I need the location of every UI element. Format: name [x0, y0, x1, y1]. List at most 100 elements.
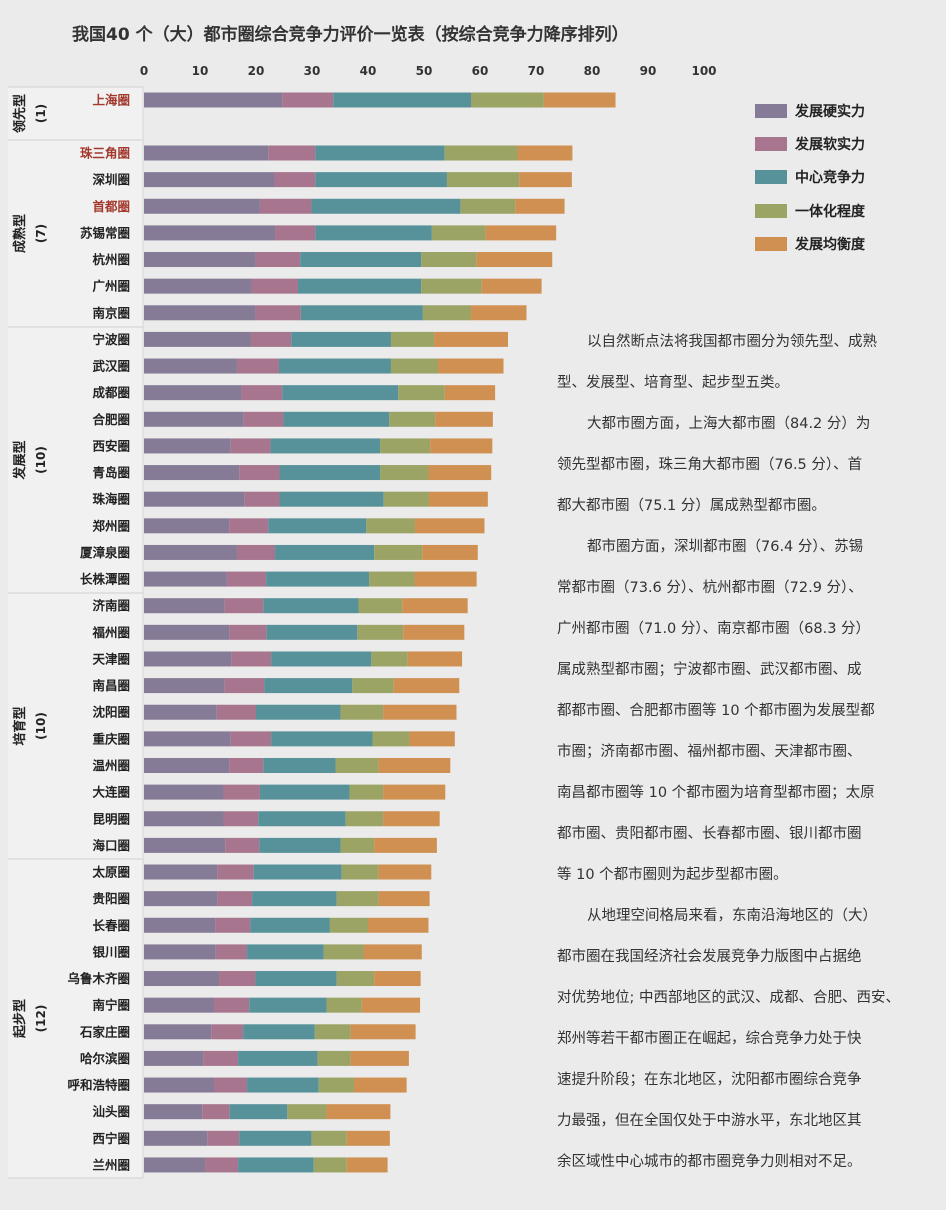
bar-segment-3 — [275, 544, 375, 560]
row-label: 银川圈 — [92, 944, 130, 959]
bar-segment-3 — [270, 438, 381, 454]
bar-segment-2 — [236, 544, 276, 560]
bar-segment-5 — [363, 944, 422, 960]
group-label: 领先型 — [12, 94, 28, 133]
row-label: 上海圈 — [92, 93, 130, 108]
bar-segment-4 — [340, 704, 384, 720]
bar-segment-2 — [214, 1077, 248, 1093]
legend-label: 发展硬实力 — [795, 103, 865, 120]
bar-segment-5 — [350, 1050, 409, 1066]
bar-segment-5 — [435, 411, 493, 427]
bar-segment-2 — [219, 971, 256, 987]
bar-segment-3 — [243, 1024, 315, 1040]
group-label: 发展型 — [12, 440, 28, 480]
bar-segment-2 — [241, 385, 283, 401]
bar-segment-3 — [266, 571, 370, 587]
bar-segment-5 — [481, 278, 542, 294]
bar-segment-4 — [446, 172, 520, 188]
paragraph-line: 都市圈在我国经济社会发展竞争力版图中占据绝 — [557, 949, 862, 965]
bar-segment-4 — [372, 731, 410, 747]
paragraph-line: 市圈；济南都市圈、福州都市圈、天津都市圈、 — [557, 744, 862, 760]
bar-segment-2 — [231, 651, 272, 667]
paragraph-line: 属成熟型都市圈；宁波都市圈、武汉都市圈、成 — [557, 662, 862, 678]
x-tick-label: 100 — [691, 64, 716, 78]
bar-segment-4 — [380, 438, 431, 454]
bar-segment-2 — [223, 811, 259, 827]
bar-segment-4 — [323, 944, 364, 960]
bar-segment-2 — [268, 145, 316, 161]
bar-segment-5 — [444, 385, 496, 401]
bar-segment-4 — [287, 1104, 327, 1120]
legend-swatch — [755, 203, 787, 218]
bar-segment-3 — [253, 864, 342, 880]
bar-segment-5 — [485, 225, 557, 241]
bar-segment-1 — [144, 1104, 203, 1120]
row-label: 宁波圈 — [92, 332, 130, 347]
paragraph-line: 都都市圈、合肥都市圈等 10 个都市圈为发展型都 — [557, 703, 875, 719]
bar-segment-4 — [471, 92, 544, 108]
x-tick-label: 50 — [416, 64, 433, 78]
bar-segment-4 — [358, 598, 403, 614]
bar-segment-2 — [239, 465, 280, 481]
paragraph-line: 常都市圈（73.6 分）、杭州都市圈（72.9 分）、 — [557, 580, 863, 596]
bar-segment-4 — [326, 997, 362, 1013]
row-label: 南宁圈 — [92, 998, 130, 1013]
row-label: 太原圈 — [92, 865, 130, 880]
bar-segment-5 — [409, 731, 455, 747]
bar-segment-4 — [380, 465, 429, 481]
bar-segment-5 — [346, 1130, 390, 1146]
row-label: 广州圈 — [92, 279, 130, 294]
bar-segment-3 — [264, 678, 353, 694]
row-label: 深圳圈 — [92, 172, 130, 187]
row-label: 南昌圈 — [92, 678, 130, 693]
row-label: 青岛圈 — [92, 465, 130, 480]
x-tick-label: 10 — [192, 64, 209, 78]
legend-label: 一体化程度 — [795, 203, 865, 220]
x-tick-label: 70 — [528, 64, 545, 78]
bar-segment-3 — [250, 917, 330, 933]
bar-segment-2 — [223, 784, 260, 800]
legend-swatch — [755, 136, 787, 151]
bar-segment-5 — [407, 651, 463, 667]
bar-segment-2 — [217, 891, 253, 907]
group-count: (7) — [34, 224, 48, 243]
bar-segment-2 — [224, 598, 264, 614]
row-label: 珠海圈 — [92, 492, 130, 507]
bar-segment-2 — [217, 864, 254, 880]
bar-segment-3 — [268, 518, 367, 534]
bar-segment-1 — [144, 917, 216, 933]
bar-segment-3 — [229, 1104, 288, 1120]
row-label: 苏锡常圈 — [80, 225, 130, 240]
bar-segment-3 — [271, 731, 373, 747]
x-tick-label: 60 — [472, 64, 489, 78]
bar-segment-4 — [431, 225, 486, 241]
bar-segment-3 — [271, 651, 372, 667]
bar-segment-2 — [215, 944, 248, 960]
group-count: (1) — [34, 104, 48, 123]
group-label: 培育型 — [12, 706, 28, 745]
row-label: 贵阳圈 — [92, 891, 130, 906]
row-label: 温州圈 — [92, 758, 130, 773]
legend-label: 中心竞争力 — [795, 170, 865, 187]
legend-label: 发展软实力 — [795, 136, 865, 153]
row-label: 兰州圈 — [92, 1157, 130, 1172]
legend-swatch — [755, 170, 787, 185]
bar-segment-1 — [144, 518, 230, 534]
bar-segment-2 — [229, 518, 269, 534]
bar-segment-1 — [144, 198, 260, 214]
bar-segment-3 — [311, 198, 461, 214]
bar-segment-1 — [144, 544, 237, 560]
legend-item: 中心竞争力 — [755, 161, 865, 194]
bar-segment-4 — [444, 145, 518, 161]
row-label: 首都圈 — [92, 199, 130, 214]
bar-segment-2 — [225, 837, 260, 853]
bar-segment-4 — [349, 784, 384, 800]
row-label: 天津圈 — [92, 651, 130, 666]
bar-segment-2 — [243, 411, 284, 427]
paragraph: 大都市圈方面，上海大都市圈（84.2 分）为 领先型都市圈，珠三角大都市圈（76.… — [557, 404, 897, 527]
bar-segment-2 — [203, 1050, 239, 1066]
legend-item: 发展硬实力 — [755, 94, 865, 127]
bar-segment-1 — [144, 331, 251, 347]
bar-segment-1 — [144, 944, 216, 960]
